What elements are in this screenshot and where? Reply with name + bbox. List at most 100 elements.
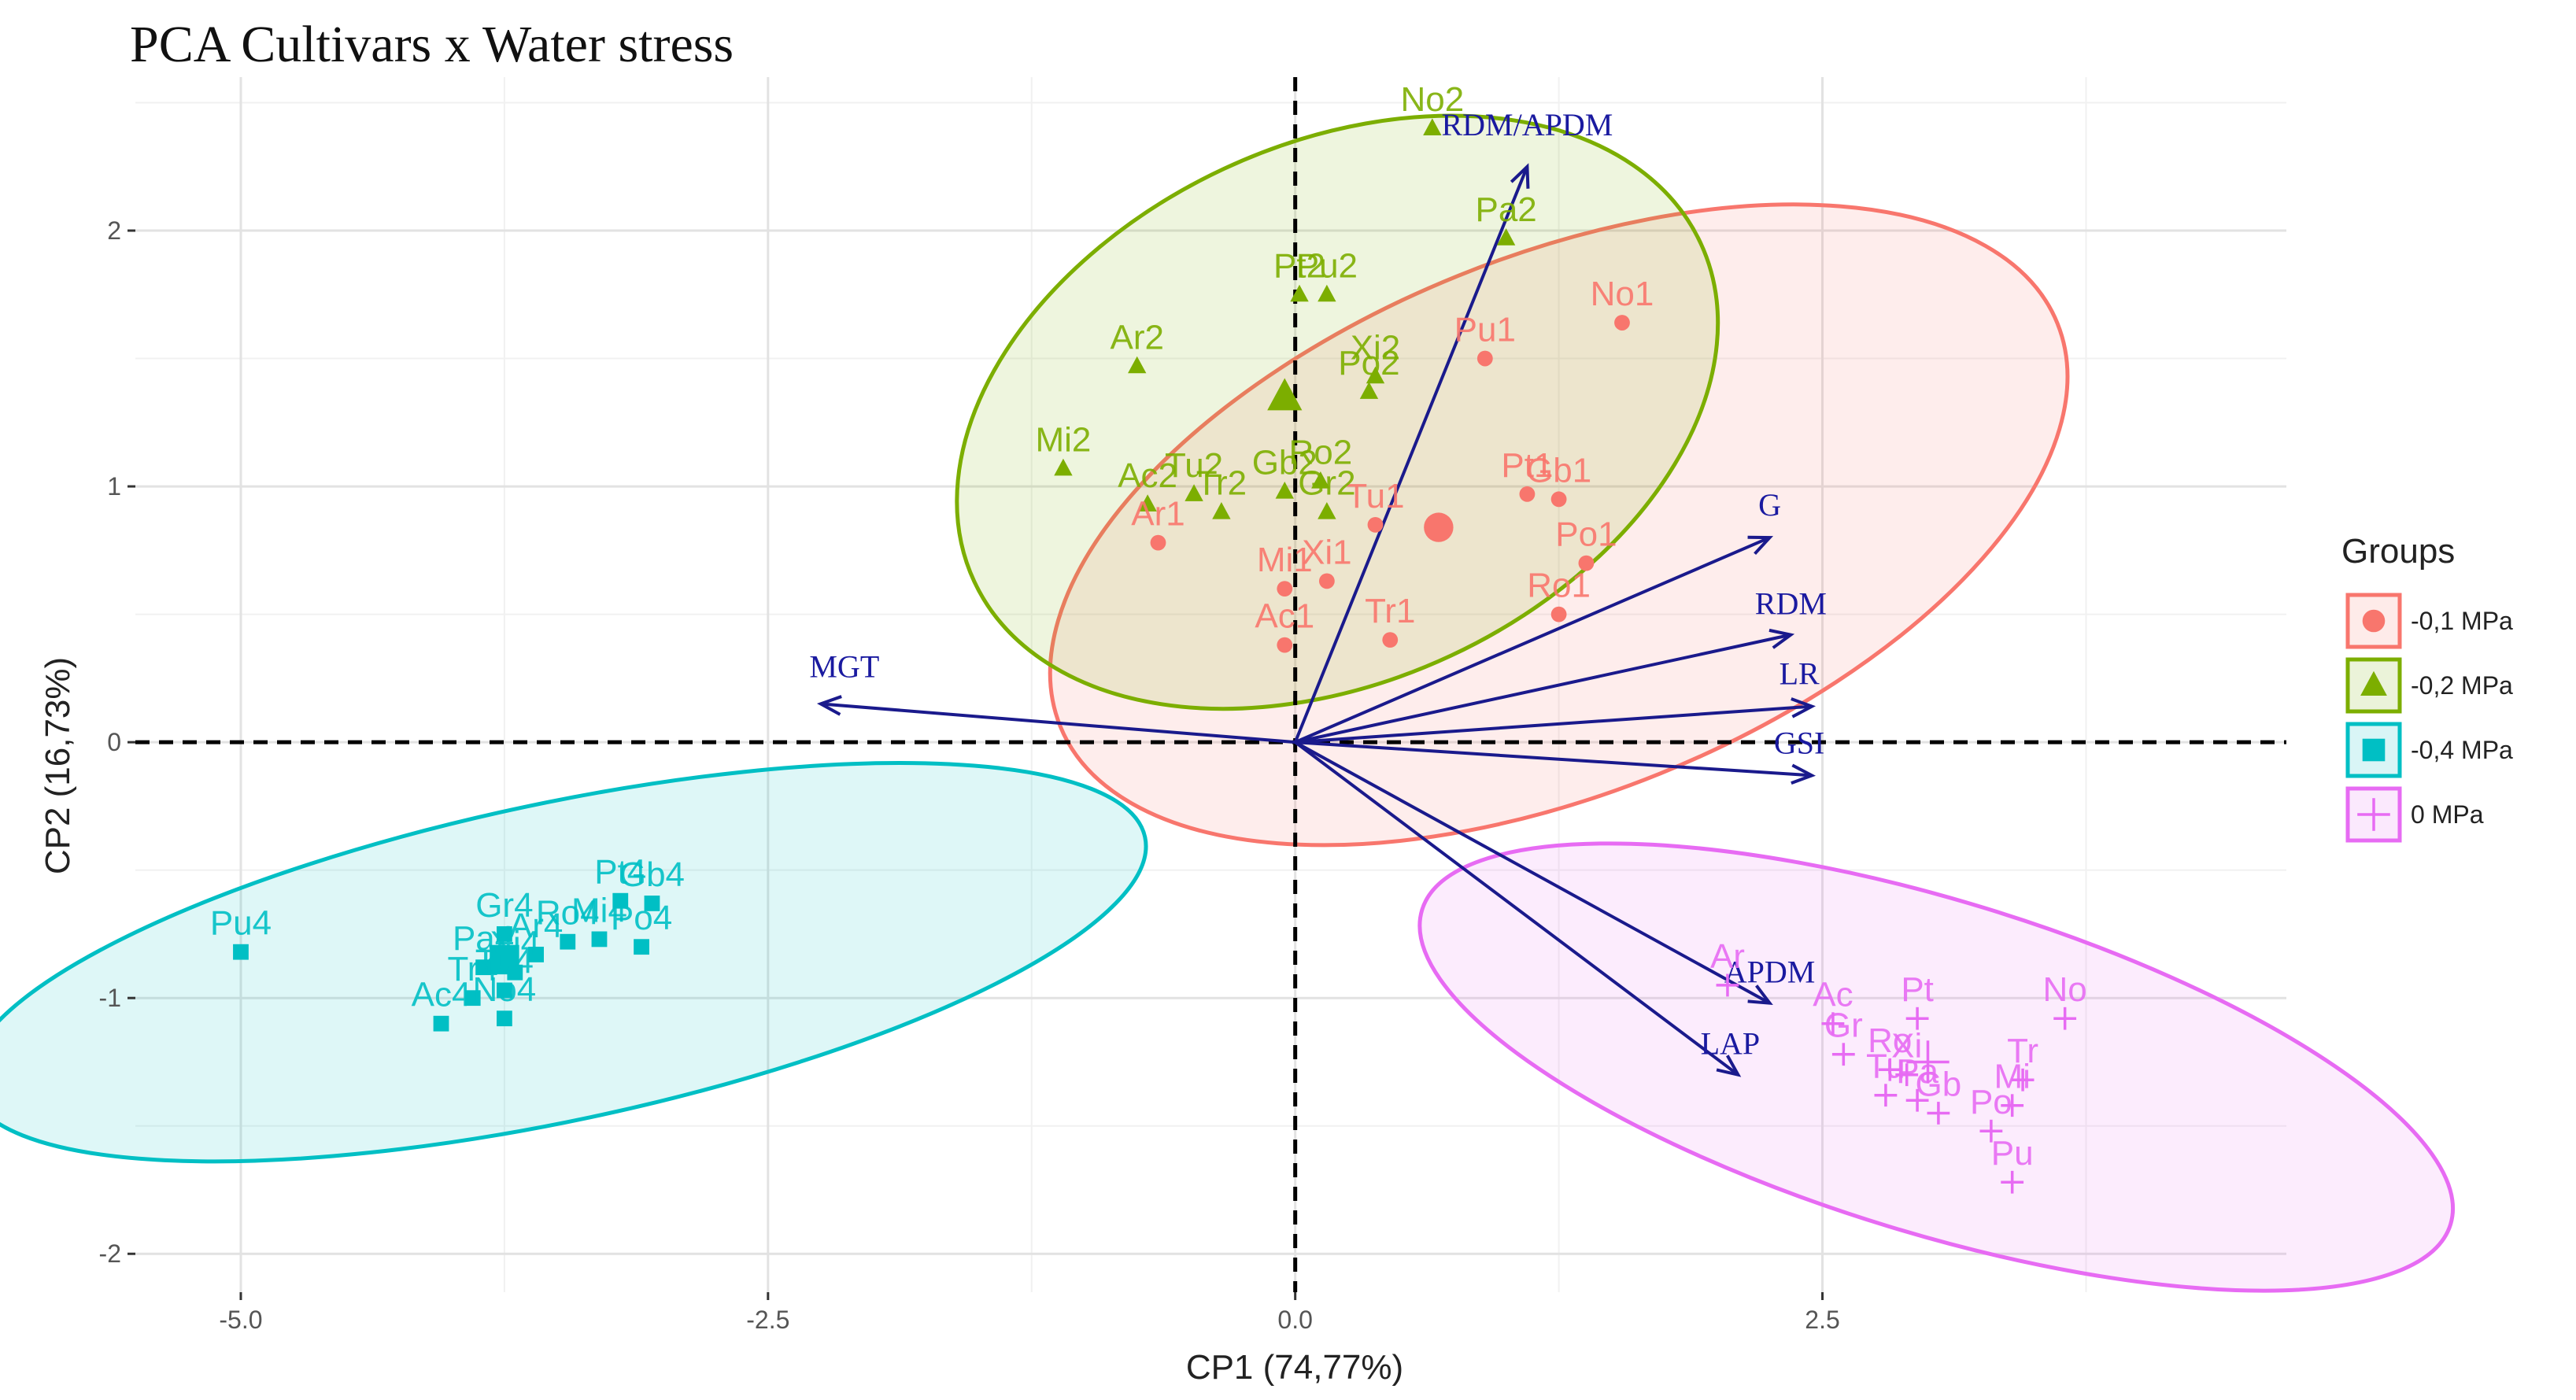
point-gb4 [644, 896, 660, 911]
point-mi [2001, 1094, 2024, 1117]
ellipse-0-4-mpa [0, 761, 1148, 1164]
point-tr4 [464, 990, 481, 1007]
point-ro [1878, 1058, 1902, 1081]
loading-label-lr: LR [1780, 656, 1820, 692]
point-label-mi4: Mi4 [571, 891, 627, 929]
legend-item-0-2-mpa: -0,2 MPa [2345, 657, 2513, 714]
point-label-gb2: Gb2 [1252, 444, 1318, 482]
point-label-gb: Gb [1916, 1065, 1962, 1103]
legend-item-0-4-mpa: -0,4 MPa [2345, 722, 2513, 778]
y-axis-ticks: -2 -1 0 1 2 [99, 216, 135, 1268]
x-axis-ticks: -5.0 -2.5 0.0 2.5 [219, 1292, 1840, 1334]
point-label-tr4: Tr4 [448, 950, 498, 988]
legend-title: Groups [2341, 532, 2455, 571]
point-label-pu2: Pu2 [1296, 246, 1358, 285]
point-pa2 [1496, 228, 1516, 246]
centroid-0-4-mpa [490, 944, 519, 975]
plot-background [135, 77, 2286, 1292]
point-pu [2001, 1170, 2024, 1194]
point-label-tr: Tr [2007, 1032, 2038, 1070]
ellipse-0-1-mpa [1048, 202, 2070, 848]
reference-lines [135, 77, 2286, 1292]
point-gr4 [496, 926, 512, 942]
centroid-0-2-mpa [1267, 378, 1303, 411]
point-gr [1831, 1043, 1855, 1066]
point-ac1 [1277, 637, 1293, 653]
point-no2 [1423, 118, 1442, 136]
point-pt2 [1290, 284, 1309, 302]
point-tu4 [496, 982, 512, 999]
loading-label-lap: LAP [1701, 1026, 1761, 1062]
loading-arrowhead-rdm [1768, 628, 1795, 649]
point-ro4 [560, 933, 576, 950]
point-label-ro4: Ro4 [536, 894, 600, 933]
point-label-mi: Mi [1994, 1058, 2030, 1096]
point-ac2 [1138, 494, 1157, 512]
variable-loadings: RDM/APDM G RDM LR GSI MGT APDM LAP [809, 107, 1827, 1077]
point-pu4 [233, 944, 249, 960]
point-pt1 [1519, 486, 1536, 502]
point-label-pa4: Pa4 [453, 919, 514, 958]
legend-symbol-0-2-mpa [2360, 670, 2387, 696]
point-po4 [634, 939, 649, 955]
point-label-gr2: Gr2 [1298, 464, 1355, 503]
loading-label-rdm: RDM [1755, 586, 1827, 622]
point-ro2 [1311, 471, 1330, 489]
x-tick-label: -5.0 [219, 1306, 262, 1334]
point-label-no2: No2 [1400, 80, 1464, 119]
point-label-ar2: Ar2 [1110, 318, 1163, 356]
chart-title: PCA Cultivars x Water stress [130, 16, 734, 73]
point-tr1 [1382, 632, 1399, 648]
point-label-ar1: Ar1 [1131, 495, 1185, 534]
y-axis-title: CP2 (16,73%) [39, 657, 77, 874]
loading-arrowhead-gsi [1791, 763, 1817, 785]
loading-arrowhead-lap [1716, 1055, 1742, 1077]
point-po1 [1578, 555, 1595, 571]
legend-symbol-0-4-mpa [2362, 738, 2386, 762]
point-label-po2: Po2 [1338, 344, 1399, 382]
point-label-gr4: Gr4 [475, 886, 533, 925]
point-label-pa2: Pa2 [1475, 190, 1536, 229]
legend-symbol-0-1-mpa [2362, 609, 2386, 633]
point-tu [1874, 1084, 1898, 1107]
point-label-ro: Ro [1868, 1021, 1912, 1060]
point-tu1 [1367, 516, 1384, 533]
point-label-xi1: Xi1 [1302, 533, 1352, 571]
point-gb [1927, 1102, 1950, 1125]
point-po2 [1359, 382, 1379, 399]
point-ar4 [528, 947, 544, 962]
point-label-po1: Po1 [1555, 515, 1617, 554]
x-tick-label: 0.0 [1277, 1306, 1312, 1334]
point-label-pt1: Pt1 [1501, 446, 1553, 485]
legend-label-0-mpa: 0 MPa [2411, 800, 2484, 829]
point-label-ac1: Ac1 [1255, 597, 1314, 636]
y-tick-label: 1 [107, 472, 121, 501]
point-label-tr2: Tr2 [1196, 464, 1247, 503]
point-label-ro2: Ro2 [1288, 434, 1352, 472]
point-tr2 [1212, 501, 1231, 519]
point-label-pu1: Pu1 [1454, 311, 1516, 349]
loading-arrow-apdm [1294, 741, 1771, 1005]
y-tick-label: -2 [99, 1239, 121, 1268]
loading-arrow-g [1294, 536, 1771, 744]
loading-label-mgt: MGT [809, 648, 879, 684]
legend-item-0-mpa: 0 MPa [2345, 786, 2484, 843]
point-ac4 [433, 1015, 449, 1032]
point-ar2 [1128, 356, 1147, 374]
point-label-pu4: Pu4 [210, 904, 272, 943]
loading-arrowhead-mgt [816, 695, 842, 716]
point-tu2 [1185, 484, 1203, 501]
point-pa [1905, 1088, 1929, 1112]
point-mi1 [1277, 581, 1293, 597]
point-label-pt2: Pt2 [1273, 246, 1325, 285]
legend-symbol-0-mpa [2357, 798, 2390, 831]
point-ar1 [1150, 534, 1166, 551]
point-label-pt4: Pt4 [594, 853, 646, 892]
loading-arrow-mgt [820, 702, 1295, 744]
y-tick-label: -1 [99, 984, 121, 1012]
point-label-ac4: Ac4 [412, 976, 471, 1014]
point-label-pa: Pa [1896, 1052, 1938, 1091]
x-tick-label: 2.5 [1805, 1306, 1839, 1334]
